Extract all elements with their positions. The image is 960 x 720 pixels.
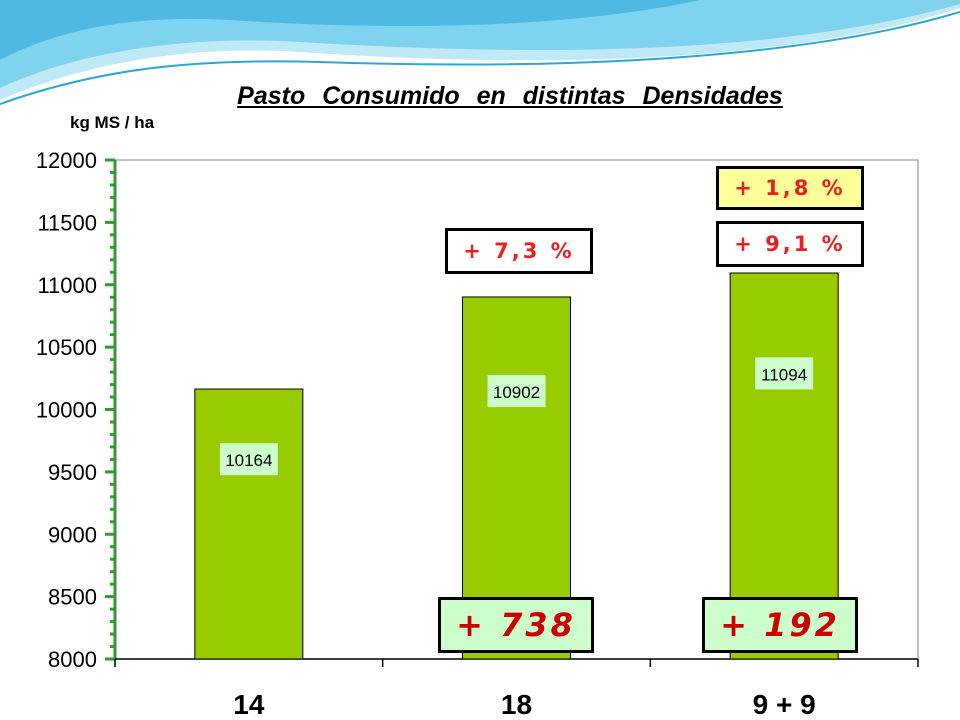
data-label: 11094 xyxy=(761,365,807,384)
data-label: 10164 xyxy=(225,451,272,470)
x-category-label: 14 xyxy=(233,689,265,720)
y-tick-label: 8500 xyxy=(48,585,97,610)
y-tick-label: 11500 xyxy=(37,210,97,235)
y-tick-label: 9500 xyxy=(48,460,97,485)
x-category-label: 9 + 9 xyxy=(753,689,816,720)
y-tick-label: 11000 xyxy=(37,273,97,298)
callout-pct-99: + 9,1 % xyxy=(716,221,864,267)
y-tick-label: 12000 xyxy=(36,148,97,173)
data-label: 10902 xyxy=(493,383,540,402)
data-label-box xyxy=(219,443,278,476)
callout-pct-99-vs-18: + 1,8 % xyxy=(716,166,864,210)
y-axis-unit-label: kg MS / ha xyxy=(70,113,155,132)
y-tick-label: 10500 xyxy=(36,335,97,360)
data-label-box xyxy=(487,375,546,408)
header-wave-decoration xyxy=(0,0,960,105)
callout-diff-18: + 738 xyxy=(438,597,594,653)
data-label-box xyxy=(755,357,814,390)
chart-title: Pasto Consumido en distintas Densidades xyxy=(237,82,783,110)
callout-diff-99: + 192 xyxy=(702,597,858,653)
bar xyxy=(194,388,304,660)
callout-pct-18: + 7,3 % xyxy=(445,228,593,274)
bar xyxy=(729,272,839,660)
y-tick-label: 8000 xyxy=(48,647,97,672)
y-tick-label: 9000 xyxy=(48,522,97,547)
y-tick-label: 10000 xyxy=(36,398,97,423)
x-category-label: 18 xyxy=(501,689,532,720)
